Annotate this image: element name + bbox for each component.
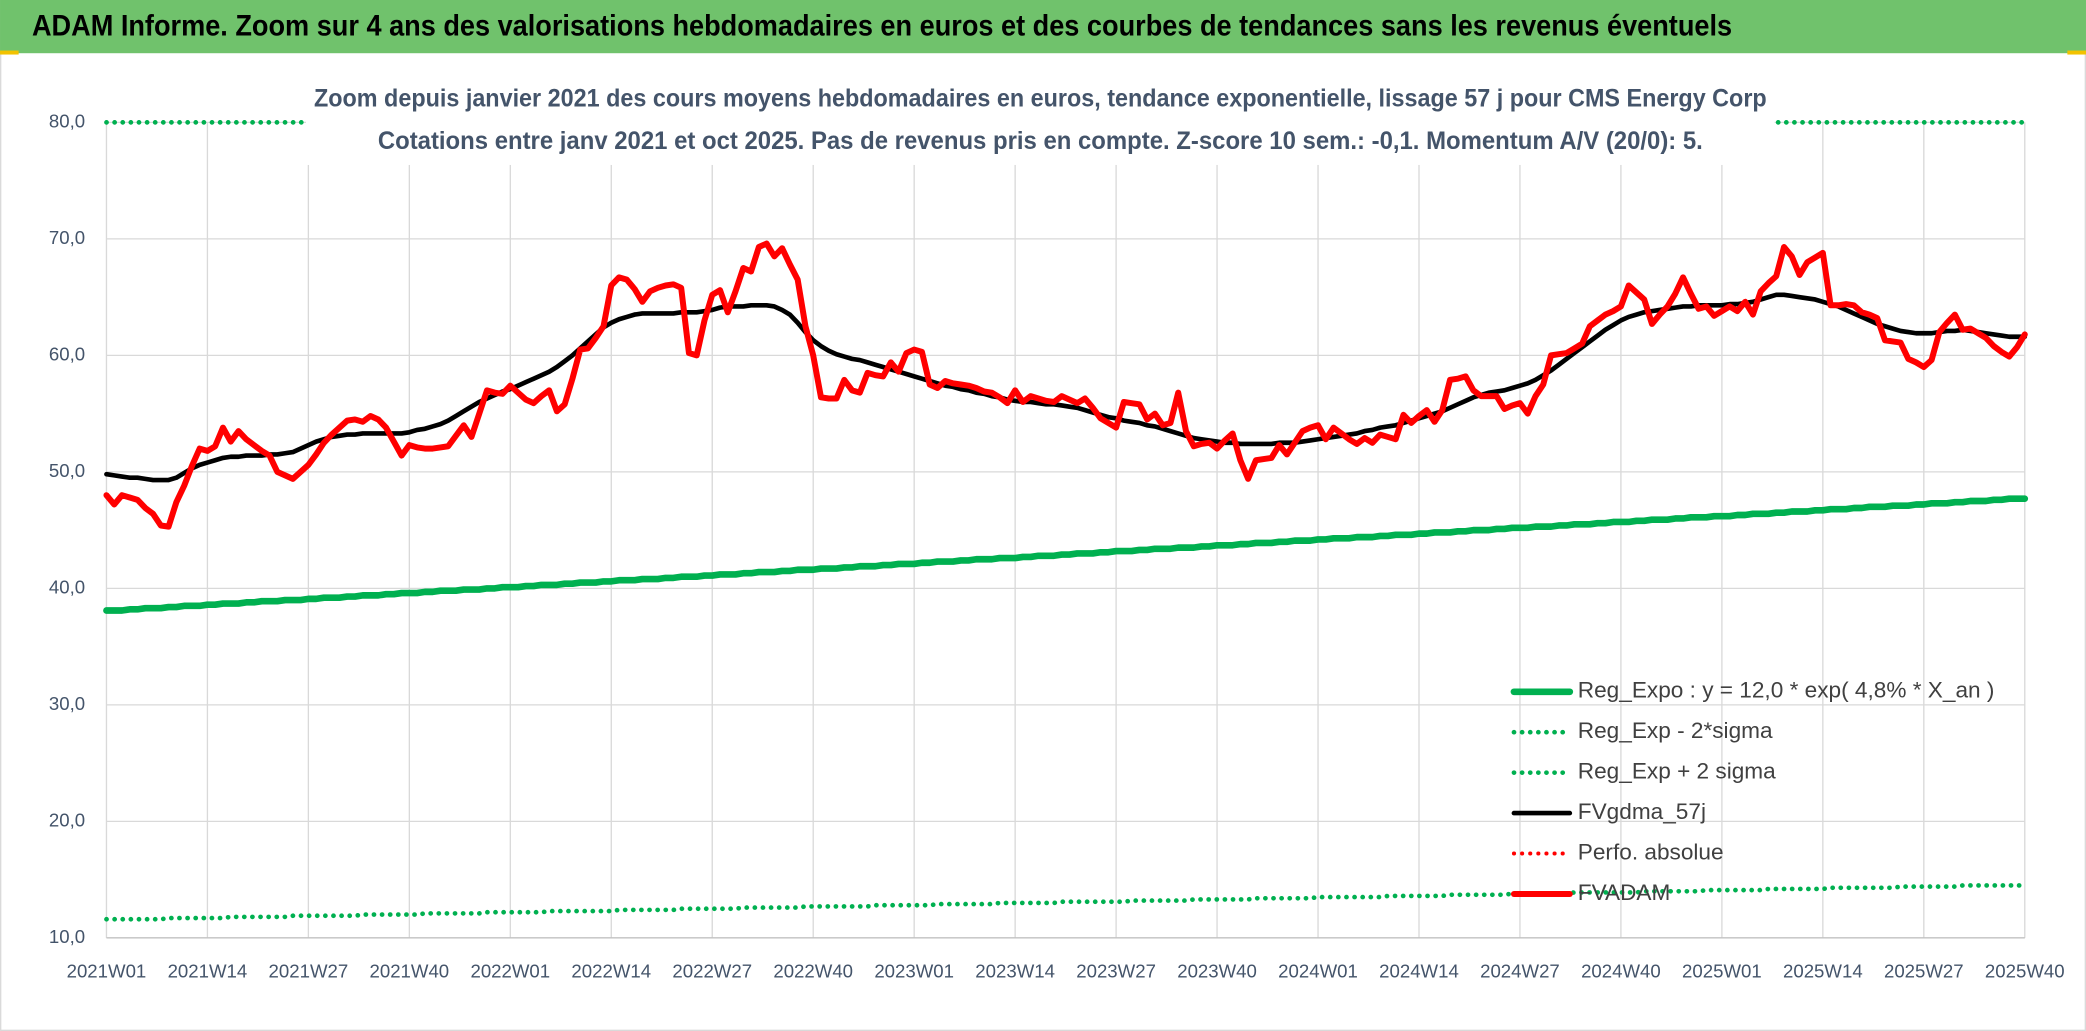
series-line: [104, 883, 2028, 922]
legend: Reg_Expo : y = 12,0 * exp( 4,8% * X_an )…: [1510, 678, 1995, 905]
banner-accent: [0, 50, 19, 55]
x-tick-label: 2022W27: [672, 960, 752, 981]
y-tick-label: 70,0: [49, 227, 85, 248]
x-tick-label: 2024W01: [1278, 960, 1358, 981]
x-tick-label: 2024W14: [1379, 960, 1459, 981]
x-tick-label: 2025W01: [1682, 960, 1762, 981]
x-tick-label: 2024W40: [1581, 960, 1661, 981]
banner-title: ADAM Informe. Zoom sur 4 ans des valoris…: [32, 11, 1732, 43]
banner-accent: [2067, 50, 2086, 55]
x-tick-label: 2022W40: [773, 960, 853, 981]
x-tick-label: 2025W40: [1985, 960, 2065, 981]
legend-label: FVADAM: [1578, 880, 1671, 905]
legend-label: FVgdma_57j: [1578, 799, 1706, 824]
plot-area: 10,0 20,0 30,0 40,0 50,0 60,0 70,0 80,0 2021W01 2…: [49, 110, 2065, 981]
legend-label: Reg_Exp - 2*sigma: [1578, 718, 1773, 743]
x-tick-label: 2022W01: [470, 960, 550, 981]
y-tick-label: 30,0: [49, 693, 85, 714]
x-tick-label: 2024W27: [1480, 960, 1560, 981]
y-tick-label: 10,0: [49, 926, 85, 947]
x-tick-label: 2023W14: [975, 960, 1055, 981]
series-line: [103, 495, 2029, 614]
x-tick-label: 2023W27: [1076, 960, 1156, 981]
x-tick-label: 2025W14: [1783, 960, 1863, 981]
y-tick-label: 50,0: [49, 460, 85, 481]
y-tick-label: 40,0: [49, 576, 85, 597]
legend-label: Perfo. absolue: [1578, 840, 1724, 865]
x-tick-label: 2021W27: [269, 960, 349, 981]
x-tick-label: 2023W40: [1177, 960, 1257, 981]
chart-subtitle: Cotations entre janv 2021 et oct 2025. P…: [378, 127, 1703, 155]
y-tick-label: 20,0: [49, 809, 85, 830]
x-tick-label: 2025W27: [1884, 960, 1964, 981]
x-tick-label: 2021W14: [168, 960, 248, 981]
x-tick-label: 2022W14: [571, 960, 651, 981]
x-tick-label: 2023W01: [874, 960, 954, 981]
y-tick-label: 80,0: [49, 110, 85, 131]
title-box: [306, 77, 1775, 165]
y-tick-label: 60,0: [49, 343, 85, 364]
legend-label: Reg_Expo : y = 12,0 * exp( 4,8% * X_an ): [1578, 678, 1995, 703]
banner: [0, 0, 2086, 54]
series-line: [103, 240, 2028, 530]
chart-title: Zoom depuis janvier 2021 des cours moyen…: [314, 84, 1767, 112]
x-tick-label: 2021W40: [370, 960, 450, 981]
legend-label: Reg_Exp + 2 sigma: [1578, 759, 1776, 784]
x-tick-label: 2021W01: [67, 960, 147, 981]
